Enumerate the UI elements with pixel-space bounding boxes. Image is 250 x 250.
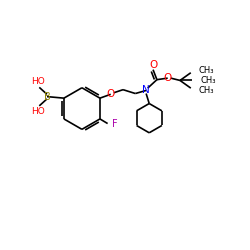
Text: HO: HO bbox=[31, 107, 44, 116]
Text: O: O bbox=[149, 60, 157, 70]
Text: N: N bbox=[142, 86, 150, 96]
Text: B: B bbox=[44, 92, 50, 102]
Text: CH₃: CH₃ bbox=[198, 86, 214, 95]
Text: O: O bbox=[164, 73, 172, 83]
Text: F: F bbox=[112, 119, 118, 129]
Text: HO: HO bbox=[31, 78, 44, 86]
Text: CH₃: CH₃ bbox=[198, 66, 214, 75]
Text: CH₃: CH₃ bbox=[200, 76, 216, 85]
Text: O: O bbox=[106, 89, 115, 99]
